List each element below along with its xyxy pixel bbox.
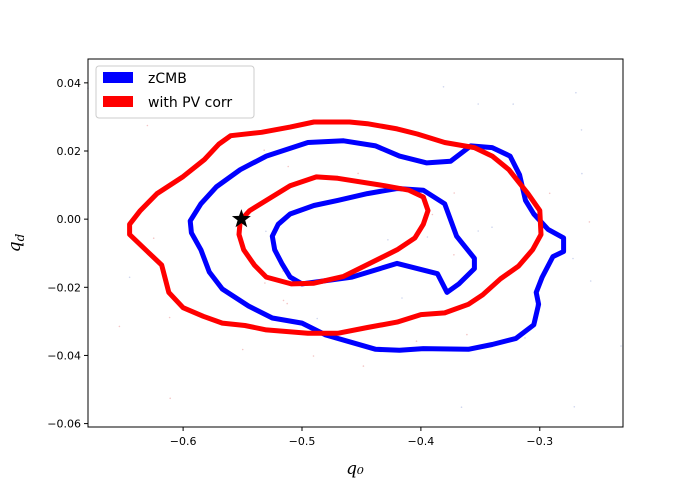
background-point [128, 276, 131, 279]
background-point [524, 337, 526, 339]
background-point [460, 406, 463, 409]
background-point [401, 297, 403, 299]
legend-label-pv-corr: with PV corr [148, 95, 232, 111]
background-point [169, 397, 171, 400]
background-point [477, 230, 480, 232]
background-point [146, 124, 149, 127]
y-axis-label-subscript: d [13, 233, 27, 241]
background-point [466, 333, 468, 336]
contour-layer [127, 119, 567, 353]
marker-layer [231, 209, 251, 228]
background-point [581, 172, 583, 175]
background-point [118, 325, 121, 328]
background-point [362, 365, 365, 367]
background-points [87, 86, 622, 409]
background-point [477, 103, 480, 105]
background-point [491, 226, 493, 228]
background-point [573, 406, 576, 408]
y-axis-label-main: q [5, 241, 25, 252]
contour-pv-corr-inner [236, 174, 431, 287]
background-point [357, 172, 359, 175]
background-point [589, 280, 592, 282]
contour-zcmb-outer [187, 138, 567, 353]
legend-box [95, 65, 255, 119]
background-point [168, 316, 171, 319]
background-point [453, 192, 456, 194]
background-point [548, 192, 551, 195]
background-point [415, 340, 418, 343]
y-tick-label: −0.02 [47, 281, 81, 294]
background-point [512, 103, 514, 105]
background-point [312, 355, 315, 357]
x-tick-label: −0.4 [408, 435, 435, 448]
legend-swatch-zcmb [103, 72, 133, 83]
background-point [572, 257, 574, 260]
y-tick-label: 0.02 [57, 145, 82, 158]
background-point [265, 230, 267, 233]
background-point [241, 348, 244, 351]
y-tick-label: −0.06 [47, 418, 81, 431]
background-point [316, 317, 319, 320]
plot-frame [87, 58, 624, 428]
background-point [282, 299, 285, 302]
background-point [287, 165, 290, 168]
background-point [620, 345, 622, 347]
star-marker [231, 209, 251, 228]
x-tick-label: −0.6 [170, 435, 197, 448]
background-point [453, 254, 455, 256]
background-point [263, 149, 266, 151]
background-point [575, 91, 577, 94]
legend: zCMB with PV corr [95, 65, 255, 119]
x-tick-label: −0.3 [526, 435, 553, 448]
background-point [387, 239, 389, 241]
background-point [286, 302, 289, 305]
x-axis-ticks: −0.6 −0.5 −0.4 −0.3 [170, 427, 553, 448]
y-axis-ticks: 0.04 0.02 0.00 −0.02 −0.04 −0.06 [47, 77, 88, 431]
background-point [431, 213, 434, 216]
x-axis-label: q₀ [346, 459, 364, 479]
background-point [588, 221, 591, 223]
background-point [152, 237, 155, 239]
x-tick-label: −0.5 [289, 435, 316, 448]
y-tick-label: 0.04 [57, 77, 82, 90]
background-point [442, 86, 445, 88]
background-point [580, 129, 583, 131]
y-tick-label: −0.04 [47, 349, 81, 362]
y-axis-label: qd [5, 233, 27, 252]
background-point [264, 282, 266, 284]
background-point [426, 236, 429, 238]
y-tick-label: 0.00 [57, 213, 82, 226]
legend-swatch-pv-corr [103, 96, 133, 107]
contour-pv-corr-outer [127, 119, 544, 336]
legend-label-zcmb: zCMB [148, 71, 187, 87]
